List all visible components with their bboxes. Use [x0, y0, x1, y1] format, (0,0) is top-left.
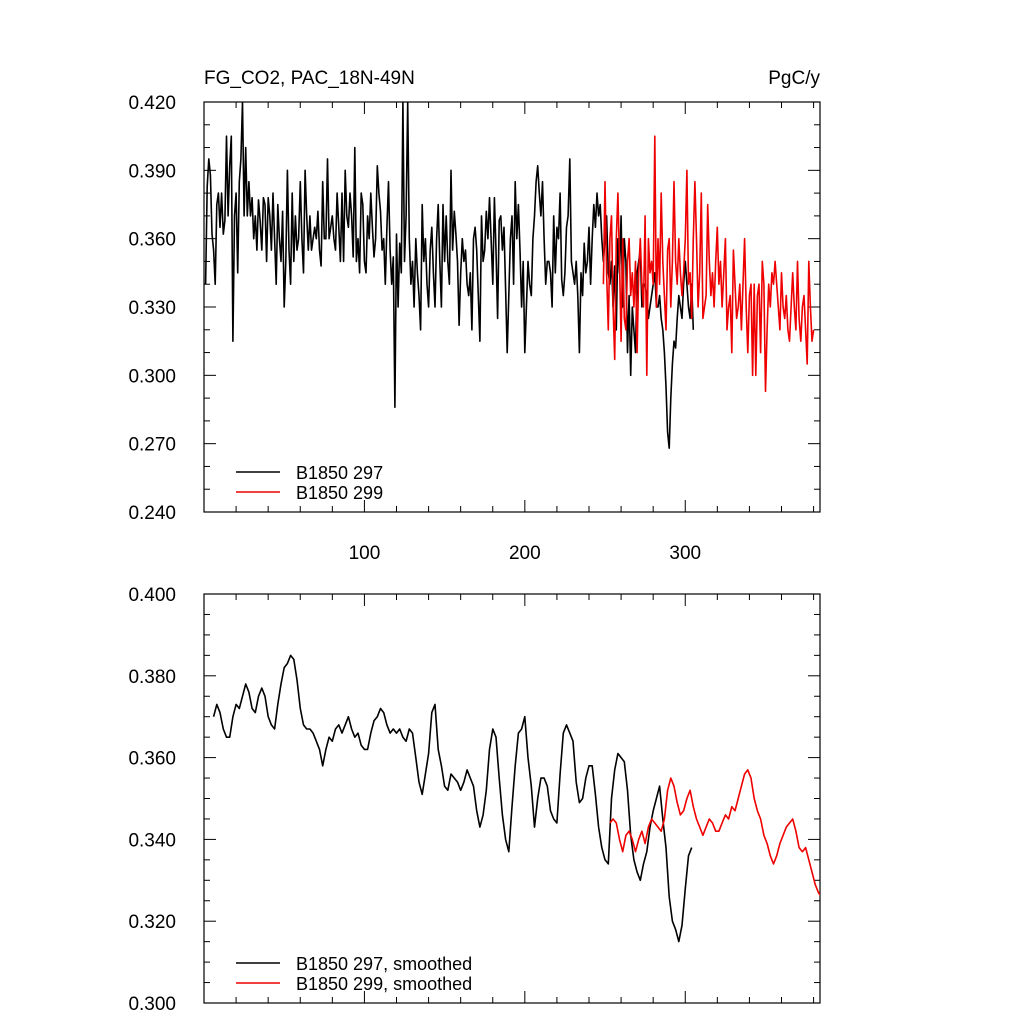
- legend-label: B1850 297, smoothed: [296, 954, 472, 974]
- legend-label: B1850 297: [296, 463, 383, 483]
- top-panel: 0.240 0.270 0.300 0.330 0.360 0.390 0.420 100 20…: [128, 93, 821, 564]
- x-tick-label: 100: [349, 543, 381, 564]
- y-tick-label: 0.300: [128, 366, 176, 387]
- series-line-2: [602, 135, 815, 393]
- bottom-panel: 0.300 0.320 0.340 0.360 0.380 0.400 B1850 297,…: [128, 585, 821, 1015]
- y-tick-label: 0.320: [128, 912, 176, 933]
- y-tick-label: 0.400: [128, 585, 176, 606]
- series-line-1: [212, 654, 693, 943]
- x-tick-label: 300: [669, 543, 701, 564]
- y-tick-label: 0.300: [128, 994, 176, 1015]
- legend-label: B1850 299: [296, 483, 383, 503]
- y-tick-label: 0.390: [128, 161, 176, 182]
- chart-title-right: PgC/y: [768, 68, 820, 89]
- chart-title-left: FG_CO2, PAC_18N-49N: [204, 68, 415, 89]
- y-tick-label: 0.420: [128, 93, 176, 114]
- y-tick-label: 0.360: [128, 230, 176, 251]
- legend-label: B1850 299, smoothed: [296, 974, 472, 994]
- y-tick-label: 0.380: [128, 667, 176, 688]
- x-tick-label: 200: [509, 543, 541, 564]
- y-tick-label: 0.240: [128, 503, 176, 524]
- y-tick-label: 0.360: [128, 749, 176, 770]
- y-tick-label: 0.340: [128, 830, 176, 851]
- y-tick-label: 0.330: [128, 298, 176, 319]
- plot-frame: [203, 101, 821, 513]
- series-line-2: [609, 769, 820, 896]
- y-tick-label: 0.270: [128, 435, 176, 456]
